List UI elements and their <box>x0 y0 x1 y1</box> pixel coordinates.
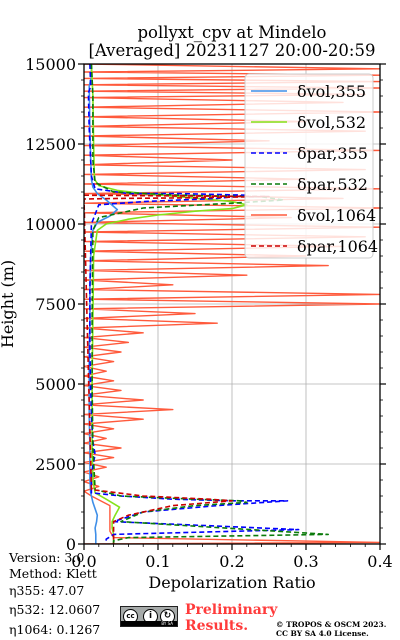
eta1064-text: η1064: 0.1267 <box>9 622 101 637</box>
y-tick-label: 5000 <box>35 375 76 394</box>
y-axis-label: Height (m) <box>0 260 17 348</box>
series-layer <box>84 64 380 544</box>
legend-box <box>244 73 374 259</box>
legend-label-vol355: δvol,355 <box>297 82 366 101</box>
axis-ticks: 0.0 0.1 0.2 0.3 0.4 0 2500 5000 7500 10000 12500 15… <box>25 55 393 571</box>
series-line-par532 <box>90 64 330 544</box>
series-line-par1064 <box>84 194 270 544</box>
legend-label-par355: δpar,355 <box>297 144 368 163</box>
y-tick-label: 10000 <box>25 215 76 234</box>
version-text: Version: 3.0 <box>9 550 85 565</box>
eta355-text: η355: 47.07 <box>9 583 85 598</box>
cc-by-text: BY <box>161 621 167 626</box>
preliminary-notice: Preliminary Results. <box>185 602 277 634</box>
y-tick-label: 12500 <box>25 135 76 154</box>
legend-label-vol532: δvol,532 <box>297 113 366 132</box>
x-tick-label: 0.0 <box>71 552 96 571</box>
legend-label-vol1064: δvol,1064 <box>297 206 376 225</box>
y-tick-label: 2500 <box>35 455 76 474</box>
x-tick-label: 0.1 <box>145 552 170 571</box>
depolarization-chart: 0.0 0.1 0.2 0.3 0.4 0 2500 5000 7500 10000 12500 15… <box>0 55 393 592</box>
preliminary-line1: Preliminary <box>185 602 278 618</box>
chart-title-line1: pollyxt_cpv at Mindelo <box>137 23 327 42</box>
x-axis-label: Depolarization Ratio <box>148 573 315 592</box>
copyright-notice: © TROPOS & OSCM 2023. CC BY SA 4.0 Licen… <box>276 620 386 638</box>
cc-license-badge: cc i ↻ BY SA <box>120 606 178 627</box>
chart-title-line2: [Averaged] 20231127 20:00-20:59 <box>88 41 376 60</box>
series-line-vol1064 <box>84 64 380 544</box>
method-text: Method: Klett <box>9 566 97 581</box>
series-line-vol532 <box>90 64 248 544</box>
y-tick-label: 15000 <box>25 55 76 74</box>
legend-label-par532: δpar,532 <box>297 175 368 194</box>
legend-label-par1064: δpar,1064 <box>297 237 378 256</box>
x-tick-label: 0.2 <box>219 552 244 571</box>
y-tick-label: 7500 <box>35 295 76 314</box>
preliminary-line2: Results. <box>185 618 249 634</box>
x-tick-label: 0.4 <box>367 552 392 571</box>
y-tick-label: 0 <box>66 535 76 554</box>
copyright-line2: CC BY SA 4.0 License. <box>276 629 369 638</box>
cc-badge-strip: BY SA <box>121 621 177 626</box>
cc-icon: cc <box>123 609 138 624</box>
legend: δvol,355 δvol,532 δpar,355 δpar,532 δvol,106… <box>244 73 378 259</box>
eta532-text: η532: 12.0607 <box>9 602 101 617</box>
x-tick-label: 0.3 <box>293 552 318 571</box>
copyright-line1: © TROPOS & OSCM 2023. <box>276 620 387 629</box>
cc-sa-text: SA <box>167 621 173 626</box>
